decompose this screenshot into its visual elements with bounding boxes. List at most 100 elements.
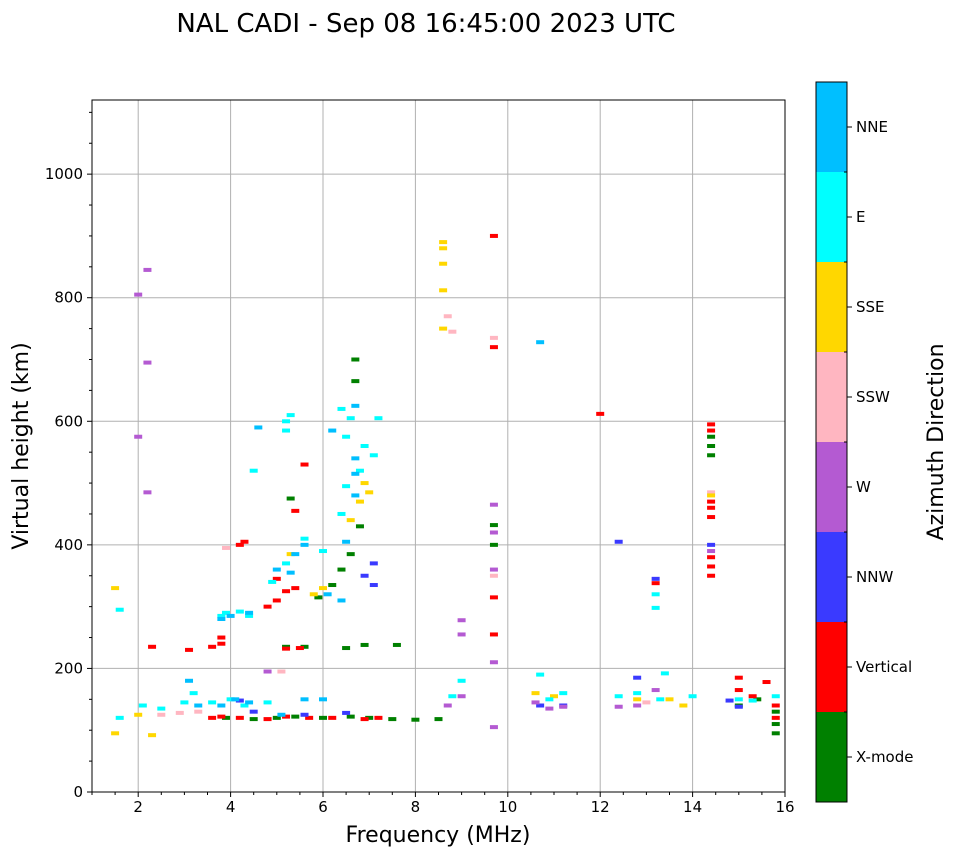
data-point bbox=[305, 715, 314, 720]
data-point bbox=[328, 428, 337, 433]
y-tick-label: 200 bbox=[54, 659, 83, 677]
data-point bbox=[245, 610, 254, 615]
data-point bbox=[457, 632, 466, 637]
data-point bbox=[282, 714, 291, 719]
data-point bbox=[355, 499, 364, 504]
data-point bbox=[175, 710, 184, 715]
data-point bbox=[651, 605, 660, 610]
data-point bbox=[217, 635, 226, 640]
data-point bbox=[337, 567, 346, 572]
series-nnw bbox=[235, 539, 743, 717]
data-point bbox=[707, 490, 716, 495]
data-point bbox=[489, 530, 498, 535]
data-point bbox=[346, 518, 355, 523]
data-point bbox=[286, 552, 295, 557]
data-point bbox=[725, 698, 734, 703]
data-point bbox=[365, 715, 374, 720]
plot-background bbox=[92, 100, 785, 792]
data-point bbox=[245, 700, 254, 705]
data-point bbox=[143, 360, 152, 365]
data-point bbox=[309, 592, 318, 597]
data-point bbox=[277, 669, 286, 674]
data-point bbox=[277, 712, 286, 717]
data-point bbox=[707, 555, 716, 560]
data-point bbox=[448, 694, 457, 699]
y-tick-label: 0 bbox=[73, 783, 83, 801]
data-point bbox=[157, 712, 166, 717]
series-e bbox=[115, 406, 780, 720]
colorbar-tick-label: E bbox=[856, 208, 865, 226]
colorbar-segment bbox=[816, 442, 847, 532]
data-point bbox=[286, 570, 295, 575]
data-point bbox=[300, 462, 309, 467]
data-point bbox=[536, 340, 545, 345]
data-point bbox=[208, 644, 217, 649]
data-point bbox=[369, 453, 378, 458]
data-point bbox=[656, 697, 665, 702]
data-point bbox=[633, 697, 642, 702]
data-point bbox=[771, 709, 780, 714]
data-point bbox=[439, 288, 448, 293]
data-point bbox=[707, 564, 716, 569]
data-point bbox=[185, 678, 194, 683]
data-point bbox=[319, 715, 327, 720]
colorbar-tick-label: NNW bbox=[856, 568, 893, 586]
colorbar-frame bbox=[815, 81, 848, 803]
data-point bbox=[235, 542, 244, 547]
data-point bbox=[217, 617, 226, 621]
data-point bbox=[457, 618, 466, 623]
data-point bbox=[734, 688, 743, 693]
grid bbox=[92, 100, 786, 793]
data-point bbox=[392, 642, 401, 647]
data-point bbox=[300, 542, 309, 547]
y-axis-label: Virtual height (km) bbox=[9, 342, 34, 549]
data-point bbox=[369, 583, 378, 588]
y-tick-label: 800 bbox=[54, 289, 83, 307]
data-point bbox=[263, 669, 272, 674]
data-point bbox=[249, 717, 258, 722]
data-point bbox=[319, 549, 327, 554]
data-point bbox=[633, 703, 642, 708]
data-point bbox=[707, 444, 716, 448]
data-point bbox=[231, 697, 240, 702]
colorbar-label: Azimuth Direction bbox=[924, 343, 949, 540]
data-point bbox=[355, 468, 364, 473]
data-point bbox=[707, 499, 716, 504]
x-tick-label: 12 bbox=[591, 798, 610, 816]
data-point bbox=[707, 428, 716, 433]
data-point bbox=[651, 576, 660, 581]
data-point bbox=[342, 484, 351, 489]
data-point bbox=[707, 453, 716, 458]
data-point bbox=[707, 493, 716, 498]
data-point bbox=[319, 697, 327, 702]
data-point bbox=[734, 697, 743, 702]
series-sse bbox=[111, 240, 716, 738]
data-point bbox=[221, 715, 230, 720]
data-point bbox=[134, 712, 143, 717]
data-point bbox=[545, 706, 554, 711]
colorbar-tick-label: X-mode bbox=[856, 748, 913, 766]
data-point bbox=[337, 406, 346, 411]
data-point bbox=[217, 641, 226, 646]
data-point bbox=[489, 542, 498, 547]
data-point bbox=[346, 416, 355, 421]
data-point bbox=[351, 403, 360, 408]
data-point bbox=[665, 697, 674, 702]
data-point bbox=[235, 715, 244, 720]
data-point bbox=[489, 595, 498, 600]
x-tick-label: 16 bbox=[775, 798, 794, 816]
data-point bbox=[651, 581, 660, 586]
series-ssw bbox=[157, 314, 716, 717]
data-point bbox=[734, 675, 743, 680]
data-point bbox=[633, 691, 642, 696]
data-point bbox=[614, 539, 623, 544]
data-point bbox=[291, 714, 300, 719]
data-point bbox=[596, 411, 605, 416]
data-point bbox=[355, 524, 364, 529]
data-point bbox=[245, 613, 254, 618]
colorbar-segment bbox=[816, 622, 847, 712]
data-point bbox=[660, 671, 669, 676]
y-tick-label: 600 bbox=[54, 412, 83, 430]
data-point bbox=[300, 536, 309, 541]
data-point bbox=[342, 539, 351, 544]
